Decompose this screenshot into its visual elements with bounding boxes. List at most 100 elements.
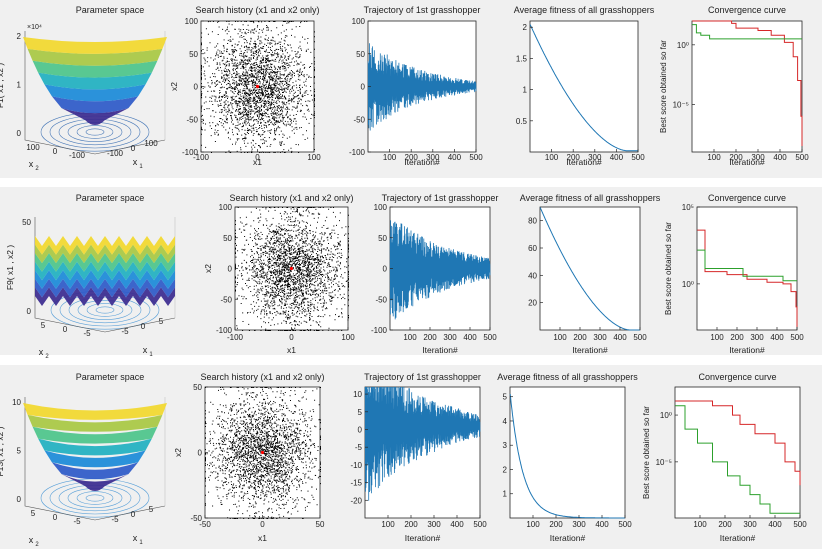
y-tick-label: 50 — [378, 234, 387, 243]
trajectory-title: Trajectory of 1st grasshopper — [364, 372, 481, 382]
contour-ring — [85, 494, 105, 502]
trajectory-title: Trajectory of 1st grasshopper — [364, 5, 481, 15]
contour-ring — [68, 296, 142, 324]
y-tick-label: 10⁰ — [677, 41, 689, 50]
x1-tick-label: 0 — [141, 322, 146, 331]
x-tick-label: 400 — [450, 520, 464, 529]
y-tick-label: -50 — [186, 115, 198, 124]
x1-tick-label: -5 — [121, 327, 129, 336]
average-fitness-x-label: Iteration# — [572, 345, 608, 355]
convergence-ga-line — [692, 20, 803, 146]
convergence-x-label: Iteration# — [729, 157, 765, 167]
x-tick-label: 300 — [588, 153, 602, 162]
surface-band — [23, 403, 167, 420]
surface-box — [24, 31, 166, 155]
parameter-space-title: Parameter space — [76, 372, 145, 382]
contour-ring — [95, 306, 115, 314]
x-tick-label: 100 — [707, 153, 721, 162]
surface-band — [35, 270, 175, 289]
x-tick-label: 0 — [289, 333, 294, 342]
convergence-plot: Convergence curve 100 200 300 400 500 10⁰ 10⁻⁵ I… — [659, 5, 809, 167]
contour-ring — [67, 122, 123, 142]
y-tick-label: -5 — [355, 443, 363, 452]
trajectory-line — [367, 43, 477, 131]
surface-band — [61, 474, 129, 491]
contour-ring — [85, 128, 105, 136]
surface-band — [27, 414, 163, 432]
surface-band — [35, 236, 175, 255]
y-tick-label: 0 — [358, 425, 363, 434]
surface-band — [44, 450, 146, 468]
x2-tick-label: 0 — [53, 513, 58, 522]
z-tick-label: 50 — [22, 218, 31, 227]
surface-band — [32, 60, 158, 78]
x-tick-label: 300 — [572, 520, 586, 529]
convergence-x-label: Iteration# — [729, 345, 765, 355]
x-tick-label: 300 — [743, 520, 757, 529]
contour-ring — [86, 303, 124, 317]
average-fitness-plot: Average fitness of all grasshoppers 100 20… — [520, 193, 661, 355]
trajectory-line — [364, 386, 481, 501]
surface-band — [32, 426, 158, 444]
y-tick-label: 3 — [503, 441, 508, 450]
x2-axis-label: x — [29, 159, 34, 169]
x-tick-label: 500 — [793, 520, 807, 529]
history-y-label: x2 — [173, 448, 183, 457]
y-tick-label: -100 — [349, 148, 366, 157]
x-tick-label: 400 — [610, 153, 624, 162]
parameter-space-title: Parameter space — [76, 5, 145, 15]
y-tick-label: -50 — [220, 295, 232, 304]
x-tick-label: -100 — [227, 333, 244, 342]
x2-tick-label: 5 — [41, 321, 46, 330]
x1-tick-label: -5 — [111, 515, 119, 524]
x-tick-label: 100 — [381, 520, 395, 529]
x-tick-label: 50 — [316, 520, 325, 529]
x2-axis-subscript: 2 — [35, 166, 39, 172]
x-tick-label: 300 — [426, 153, 440, 162]
convergence-goa-line — [697, 249, 797, 282]
surface-band — [44, 84, 146, 102]
search-history-plot: Search history (x1 and x2 only) -100 0 100 -… — [169, 5, 321, 167]
z-axis-label: F1( x1 , x2 ) — [0, 63, 5, 109]
x-tick-label: 400 — [768, 520, 782, 529]
average-fitness-line — [539, 207, 640, 331]
x-tick-label: 500 — [618, 520, 632, 529]
x-tick-label: 400 — [613, 333, 627, 342]
average-fitness-axes — [509, 386, 626, 519]
y-tick-label: 50 — [189, 50, 198, 59]
average-fitness-title: Average fitness of all grasshoppers — [520, 193, 661, 203]
x-tick-label: 100 — [307, 153, 321, 162]
convergence-ga-line — [697, 229, 798, 327]
y-tick-label: 100 — [219, 203, 233, 212]
y-tick-label: 40 — [528, 271, 537, 280]
surface-band — [38, 438, 152, 456]
convergence-axes — [674, 386, 801, 519]
surface-band — [35, 261, 175, 281]
x-tick-label: 200 — [573, 333, 587, 342]
x1-tick-label: 5 — [149, 505, 154, 514]
search-history-title: Search history (x1 and x2 only) — [229, 193, 353, 203]
x1-axis-label: x — [143, 345, 148, 355]
y-tick-label: -15 — [350, 479, 362, 488]
trajectory-plot: Trajectory of 1st grasshopper 100 200 300 40… — [349, 5, 483, 167]
history-x-label: x1 — [287, 345, 296, 355]
y-tick-label: 0 — [361, 83, 366, 92]
y-tick-label: 10⁻⁵ — [673, 100, 689, 109]
x-tick-label: 300 — [593, 333, 607, 342]
y-tick-label: -20 — [350, 496, 362, 505]
x-tick-label: 500 — [473, 520, 487, 529]
convergence-y-label: Best score obtained so far — [642, 406, 651, 499]
trajectory-title: Trajectory of 1st grasshopper — [382, 193, 499, 203]
contour-ring — [77, 300, 133, 320]
trajectory-x-label: Iteration# — [404, 157, 440, 167]
x2-tick-label: -100 — [69, 151, 86, 160]
contour-ring — [76, 491, 114, 505]
convergence-title: Convergence curve — [708, 5, 786, 15]
x2-tick-label: 100 — [26, 143, 40, 152]
x-tick-label: 200 — [404, 520, 418, 529]
